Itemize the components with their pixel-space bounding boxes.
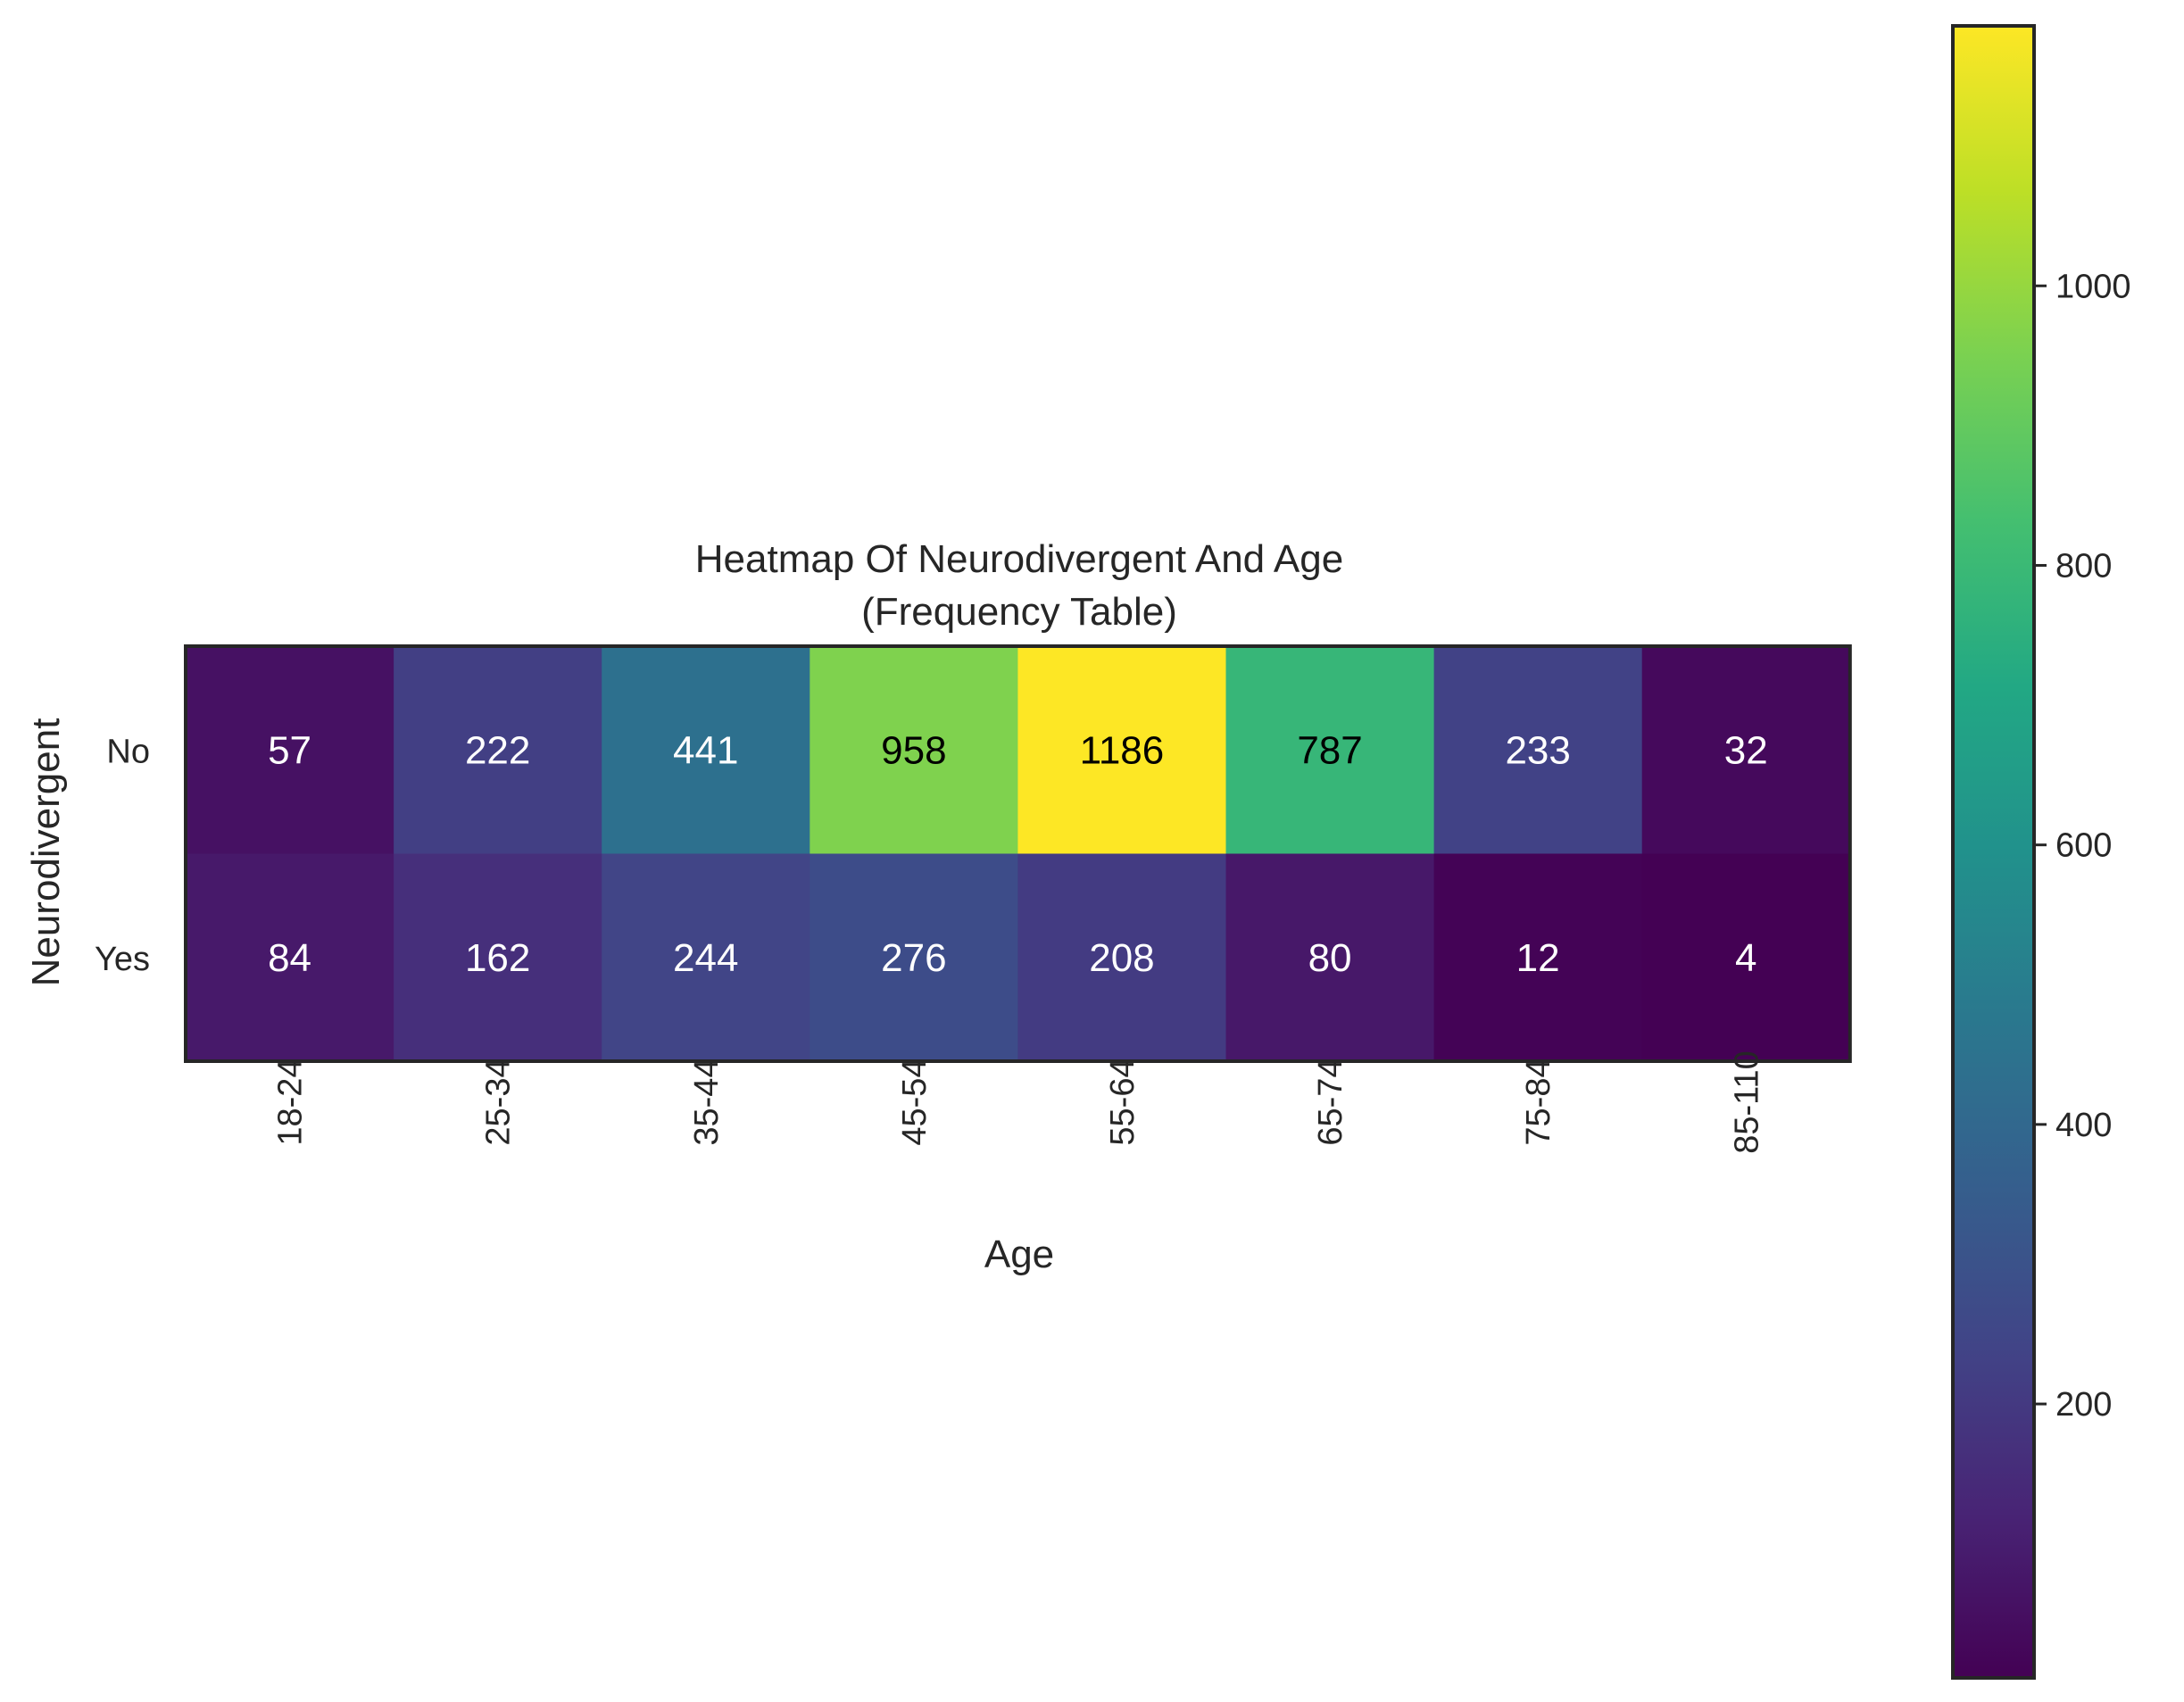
heatmap-cell-value: 162 xyxy=(465,936,530,980)
heatmap-cell-no-65-74 xyxy=(1225,646,1435,855)
x-axis-ticks: 18-24 25-34 35-44 45-54 55-64 65-74 75-84 85-11… xyxy=(272,1050,1766,1154)
colorbar-tick-label: 1000 xyxy=(2055,268,2131,305)
heatmap-cell-no-18-24 xyxy=(186,646,394,855)
heatmap-frame xyxy=(184,644,1852,1063)
heatmap-cell-yes-85-110 xyxy=(1641,853,1851,1062)
y-tick-label: Yes xyxy=(95,941,150,978)
heatmap-cell-value: 441 xyxy=(673,728,738,772)
heatmap-cell-yes-65-74 xyxy=(1225,853,1435,1062)
heatmap-cell-value: 222 xyxy=(465,728,530,772)
colorbar-tick-label: 400 xyxy=(2055,1107,2112,1144)
x-tick-label: 25-34 xyxy=(480,1059,518,1145)
heatmap-cell-yes-18-24 xyxy=(186,853,394,1062)
x-tick-label: 55-64 xyxy=(1104,1059,1142,1145)
chart-title: Heatmap Of Neurodivergent And Age xyxy=(695,537,1343,581)
heatmap-cell-value: 276 xyxy=(881,936,946,980)
heatmap-cell-no-45-54 xyxy=(810,646,1018,855)
heatmap-cell-value: 4 xyxy=(1735,936,1756,980)
colorbar-tick-label: 200 xyxy=(2055,1386,2112,1424)
colorbar xyxy=(1953,26,2034,1678)
x-tick-label: 85-110 xyxy=(1728,1050,1765,1154)
heatmap-cell-no-55-64 xyxy=(1017,646,1227,855)
heatmap-cell-no-85-110 xyxy=(1641,646,1851,855)
heatmap-cell-value: 84 xyxy=(268,936,311,980)
heatmap-cell-yes-25-34 xyxy=(394,853,602,1062)
x-axis-label: Age xyxy=(984,1233,1054,1276)
heatmap-cell-value: 208 xyxy=(1089,936,1154,980)
x-tick-label: 75-84 xyxy=(1520,1059,1557,1145)
heatmap-cell-yes-55-64 xyxy=(1017,853,1227,1062)
y-axis-label: Neurodivergent xyxy=(24,718,68,987)
x-tick-label: 35-44 xyxy=(688,1059,726,1145)
heatmap-cell-yes-35-44 xyxy=(602,853,810,1062)
heatmap-cell-value: 787 xyxy=(1297,728,1362,772)
heatmap-cell-value: 233 xyxy=(1505,728,1570,772)
heatmap-cell-yes-75-84 xyxy=(1433,853,1643,1062)
x-tick-label: 18-24 xyxy=(272,1059,310,1145)
heatmap-cell-labels: 57 222 441 958 1186 787 233 32 84 162 244 276 208 80 1… xyxy=(268,728,1768,980)
heatmap-cell-value: 32 xyxy=(1724,728,1768,772)
colorbar-frame xyxy=(1951,24,2036,1680)
x-tick-label: 65-74 xyxy=(1312,1059,1349,1145)
heatmap-cell-value: 244 xyxy=(673,936,738,980)
heatmap-cell-value: 12 xyxy=(1516,936,1560,980)
heatmap-cell-yes-45-54 xyxy=(810,853,1018,1062)
heatmap-cell-no-75-84 xyxy=(1433,646,1643,855)
x-tick-label: 45-54 xyxy=(896,1059,934,1145)
heatmap-cell-value: 80 xyxy=(1308,936,1352,980)
colorbar-tick-label: 600 xyxy=(2055,827,2112,865)
y-axis-ticks: No Yes xyxy=(95,733,150,978)
heatmap-cells xyxy=(186,646,1851,1062)
colorbar-ticks: 200 400 600 800 1000 xyxy=(2034,268,2131,1424)
heatmap-cell-value: 57 xyxy=(268,728,311,772)
heatmap-cell-value: 1186 xyxy=(1080,728,1165,772)
colorbar-tick-label: 800 xyxy=(2055,547,2112,585)
heatmap-cell-no-35-44 xyxy=(602,646,810,855)
heatmap-cell-no-25-34 xyxy=(394,646,602,855)
chart-subtitle: (Frequency Table) xyxy=(861,590,1177,634)
y-tick-label: No xyxy=(106,733,150,770)
heatmap-cell-value: 958 xyxy=(881,728,946,772)
